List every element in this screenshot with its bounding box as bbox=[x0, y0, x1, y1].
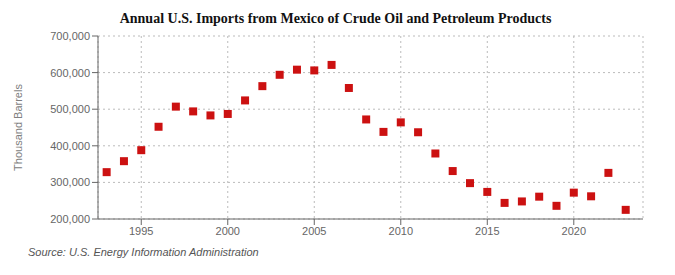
svg-text:700,000: 700,000 bbox=[50, 30, 90, 42]
svg-text:Thousand Barrels: Thousand Barrels bbox=[12, 84, 24, 171]
svg-text:2020: 2020 bbox=[562, 225, 586, 237]
svg-text:2005: 2005 bbox=[302, 225, 326, 237]
svg-text:200,000: 200,000 bbox=[50, 213, 90, 225]
html-text:Source: U.S. Energy Informatio: Source: U.S. Energy Information Administ… bbox=[28, 246, 259, 258]
svg-text:400,000: 400,000 bbox=[50, 140, 90, 152]
svg-text:300,000: 300,000 bbox=[50, 176, 90, 188]
svg-text:600,000: 600,000 bbox=[50, 67, 90, 79]
svg-text:2010: 2010 bbox=[389, 225, 413, 237]
svg-text:2015: 2015 bbox=[475, 225, 499, 237]
svg-text:1995: 1995 bbox=[129, 225, 153, 237]
html-text:Annual U.S. Imports from Mexic: Annual U.S. Imports from Mexico of Crude… bbox=[119, 11, 552, 26]
svg-text:500,000: 500,000 bbox=[50, 103, 90, 115]
svg-text:2000: 2000 bbox=[216, 225, 240, 237]
